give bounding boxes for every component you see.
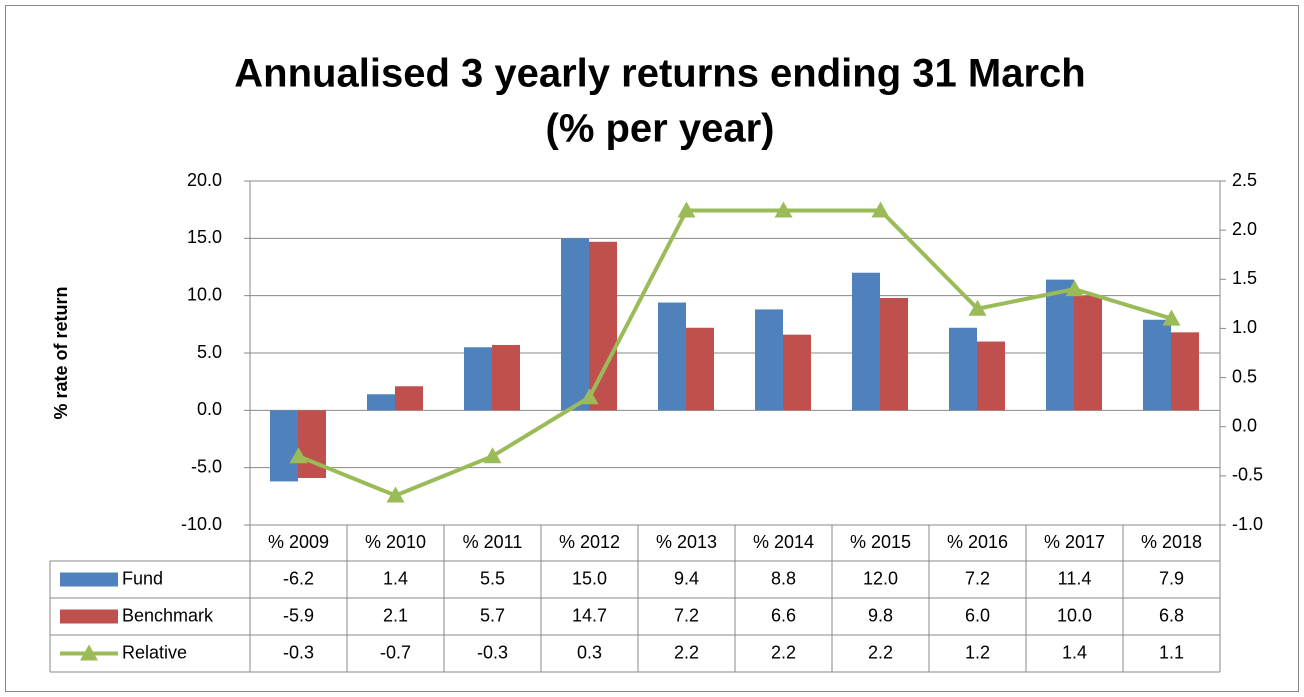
table-value: 5.7: [480, 605, 505, 625]
table-value: 6.6: [771, 605, 796, 625]
y2-tick-label: -1.0: [1232, 514, 1263, 534]
table-value: 12.0: [863, 568, 898, 588]
y2-tick-label: 0.5: [1232, 366, 1257, 386]
x-tick-label: % 2016: [947, 532, 1008, 552]
table-value: -6.2: [283, 568, 314, 588]
legend-label: Fund: [122, 568, 163, 588]
table-value: 1.4: [383, 568, 408, 588]
table-value: -0.7: [380, 642, 411, 662]
y-tick-label: 10.0: [187, 284, 222, 304]
table-value: 1.2: [965, 642, 990, 662]
x-tick-label: % 2010: [365, 532, 426, 552]
legend-label: Relative: [122, 642, 187, 662]
x-tick-label: % 2015: [850, 532, 911, 552]
y-tick-label: -5.0: [191, 456, 222, 476]
table-value: 5.5: [480, 568, 505, 588]
bar: [755, 309, 783, 411]
table-value: 6.8: [1159, 605, 1184, 625]
table-value: 10.0: [1057, 605, 1092, 625]
y2-tick-label: 0.0: [1232, 415, 1257, 435]
table-value: 14.7: [572, 605, 607, 625]
legend-key: [80, 644, 98, 661]
y-axis-label: % rate of return: [51, 286, 71, 419]
marker: [774, 201, 793, 218]
marker: [677, 201, 696, 218]
legend-key: [60, 609, 118, 624]
table-value: 8.8: [771, 568, 796, 588]
marker: [580, 388, 599, 405]
bar: [492, 344, 520, 411]
table-value: -0.3: [283, 642, 314, 662]
bar: [977, 341, 1005, 411]
bar: [1143, 319, 1171, 411]
marker: [968, 299, 987, 316]
y2-tick-label: -0.5: [1232, 465, 1263, 485]
marker: [1162, 309, 1181, 326]
bar: [658, 302, 686, 411]
y2-tick-label: 1.0: [1232, 317, 1257, 337]
table-value: 2.2: [674, 642, 699, 662]
chart-title: (% per year): [546, 107, 775, 151]
bar: [1074, 295, 1102, 411]
chart-title: Annualised 3 yearly returns ending 31 Ma…: [234, 52, 1085, 96]
line: [297, 208, 1173, 498]
table-value: 11.4: [1058, 568, 1092, 588]
x-tick-label: % 2012: [559, 532, 620, 552]
y2-tick-label: 2.0: [1232, 219, 1257, 239]
table-value: -0.3: [477, 642, 508, 662]
table-value: 7.9: [1159, 568, 1184, 588]
table-value: 2.2: [771, 642, 796, 662]
table-value: 0.3: [577, 642, 602, 662]
y-tick-label: 0.0: [197, 399, 222, 419]
table-value: 1.4: [1062, 642, 1087, 662]
bar: [686, 327, 714, 411]
table-value: 2.2: [868, 642, 893, 662]
table-value: 1.1: [1159, 642, 1184, 662]
bar: [395, 386, 423, 411]
legend-key: [60, 572, 118, 587]
table-value: 7.2: [674, 605, 699, 625]
table-value: 6.0: [965, 605, 990, 625]
bar: [298, 410, 326, 478]
marker: [289, 447, 308, 464]
y-tick-label: 20.0: [187, 170, 222, 190]
bar: [561, 238, 589, 411]
y2-tick-label: 1.5: [1232, 268, 1257, 288]
y-tick-label: -10.0: [181, 514, 222, 534]
table-value: -5.9: [283, 605, 314, 625]
marker: [386, 486, 405, 503]
x-tick-label: % 2018: [1141, 532, 1202, 552]
y-tick-label: 5.0: [197, 342, 222, 362]
table-value: 9.4: [674, 568, 699, 588]
bar: [1171, 332, 1199, 411]
bar: [464, 347, 492, 411]
x-tick-label: % 2011: [463, 532, 523, 552]
x-tick-label: % 2013: [656, 532, 717, 552]
x-tick-label: % 2009: [268, 532, 329, 552]
marker: [483, 447, 502, 464]
table-value: 15.0: [572, 568, 607, 588]
table-value: 9.8: [868, 605, 893, 625]
marker: [871, 201, 890, 218]
table-value: 7.2: [965, 568, 990, 588]
bar: [783, 334, 811, 411]
bar: [270, 410, 298, 482]
table-value: 2.1: [383, 605, 408, 625]
bar: [367, 394, 395, 411]
marker: [1065, 280, 1084, 297]
bar: [852, 272, 880, 411]
x-tick-label: % 2017: [1044, 532, 1105, 552]
bar: [880, 297, 908, 411]
y-tick-label: 15.0: [187, 227, 222, 247]
bar: [1046, 279, 1074, 411]
y2-tick-label: 2.5: [1232, 170, 1257, 190]
legend-label: Benchmark: [122, 605, 214, 625]
bar: [949, 327, 977, 411]
x-tick-label: % 2014: [753, 532, 814, 552]
bar: [589, 241, 617, 411]
